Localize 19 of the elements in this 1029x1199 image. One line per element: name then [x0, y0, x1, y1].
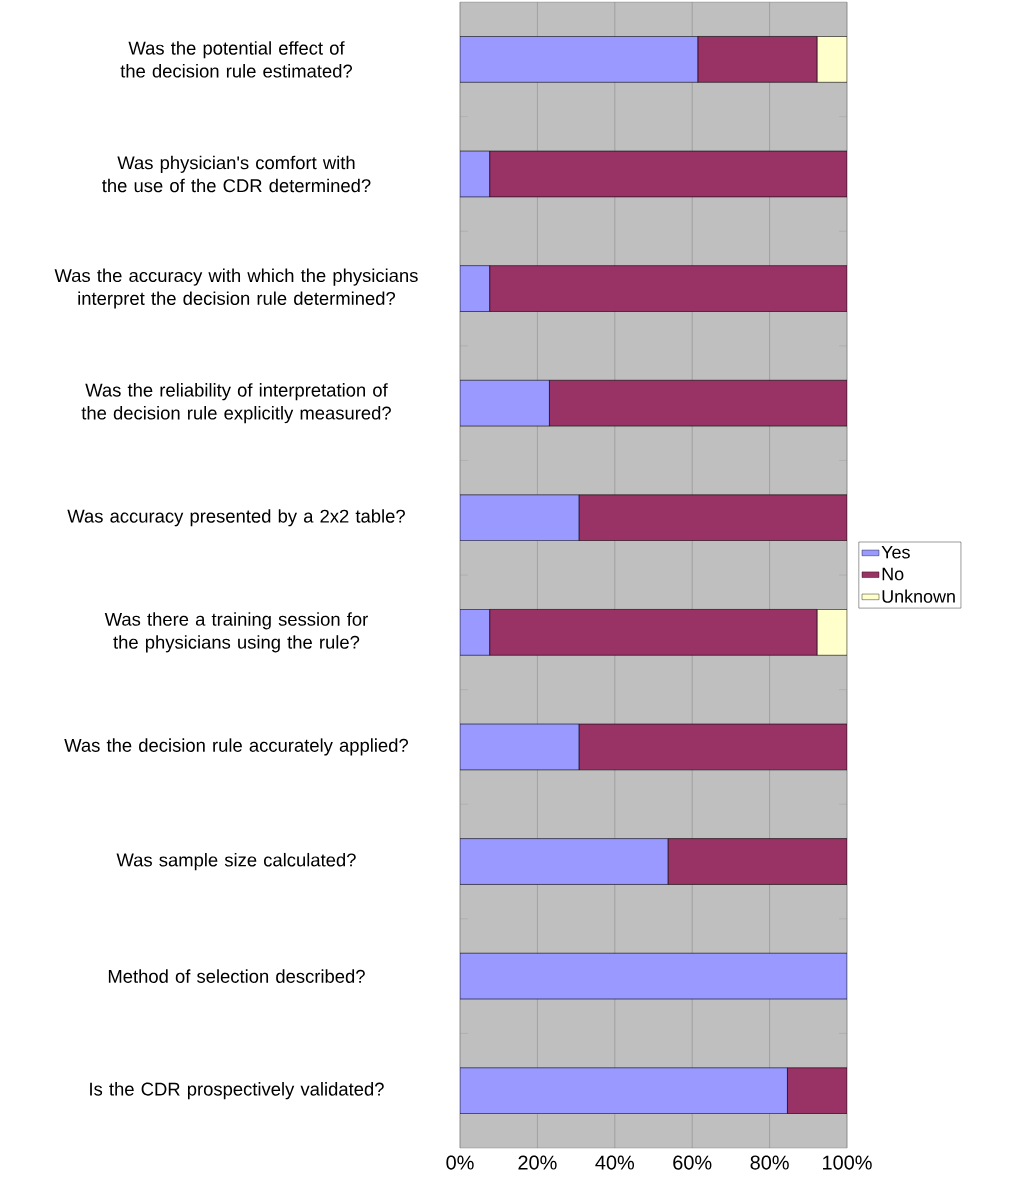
y-tick-label: Was sample size calculated? — [116, 852, 356, 871]
y-tick-label: Was physician's comfort with the use of the CDR determined? — [102, 155, 371, 193]
x-tick-label: 100% — [823, 1155, 872, 1170]
x-tick-label: 60% — [673, 1155, 712, 1170]
y-tick-label: Was the potential effect of the decision rule estimated? — [120, 41, 353, 78]
x-tick-label: 0% — [446, 1155, 474, 1170]
x-tick-label: 20% — [518, 1155, 557, 1170]
y-tick-label: Method of selection described? — [108, 969, 365, 983]
y-tick-label: Is the CDR prospectively validated? — [90, 1082, 384, 1100]
y-tick-label: Was the decision rule accurately applied? — [64, 738, 408, 756]
x-tick-label: 80% — [750, 1155, 789, 1170]
y-tick-label: Was accuracy presented by a 2x2 table? — [67, 509, 405, 527]
legend-label: Unknown — [882, 589, 955, 603]
y-tick-label: Was the reliability of interpretation of the decision rule explicitly measured? — [81, 383, 391, 424]
x-tick-label: 40% — [595, 1155, 635, 1170]
legend-label: Yes — [881, 545, 910, 559]
y-tick-label: Was the accuracy with which the physicians interpret the decision rule determined? — [54, 268, 418, 309]
legend-label: No — [882, 567, 904, 581]
y-tick-label: Was there a training session for the physicians using the rule? — [104, 612, 368, 653]
